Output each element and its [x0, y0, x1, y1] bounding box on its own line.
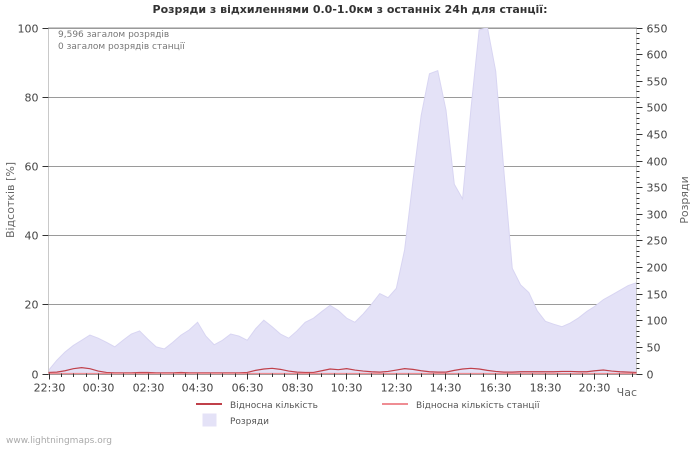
right-axis-tick-label: 350	[647, 182, 668, 195]
watermark: www.lightningmaps.org	[6, 436, 112, 446]
right-axis-tick-label: 400	[647, 156, 668, 169]
strokes-area-series	[48, 26, 637, 374]
relative-quantity-line	[48, 367, 637, 374]
x-axis-tick-label: 04:30	[182, 382, 214, 395]
right-axis-tick-label: 200	[647, 262, 668, 275]
right-axis-tick-label: 100	[647, 315, 668, 328]
x-axis-title: Час	[617, 386, 637, 399]
right-axis-tick-label: 650	[647, 23, 668, 36]
right-axis-title: Розряди	[678, 176, 691, 224]
left-axis-title: Відсотків [%]	[4, 162, 17, 238]
legend-label: Відносна кількість	[230, 401, 318, 411]
x-axis-tick-label: 00:30	[83, 382, 115, 395]
right-axis-tick-label: 600	[647, 49, 668, 62]
right-axis-tick-label: 500	[647, 102, 668, 115]
right-axis-tick-label: 450	[647, 129, 668, 142]
x-axis-tick-label: 02:30	[133, 382, 165, 395]
left-axis-tick-label: 40	[25, 230, 39, 243]
total-strokes-annotation: 9,596 загалом розрядів	[58, 30, 169, 40]
station-strokes-annotation: 0 загалом розрядів станції	[58, 42, 185, 52]
left-axis-tick-label: 100	[18, 23, 39, 36]
right-axis-tick-label: 50	[647, 342, 661, 355]
legend-area-swatch	[202, 413, 217, 427]
x-axis-tick-label: 14:30	[430, 382, 462, 395]
right-axis: 0 50 100 150 200 250 300 350 400 450 500 550 600 650	[636, 23, 668, 382]
x-axis-tick-label: 18:30	[530, 382, 562, 395]
x-axis-tick-label: 20:30	[579, 382, 611, 395]
left-axis-tick-label: 0	[32, 369, 39, 382]
legend-label: Розряди	[230, 417, 269, 427]
left-axis: 0 20 40 60 80 100	[18, 23, 49, 382]
x-axis-tick-label: 16:30	[480, 382, 512, 395]
x-axis-tick-label: 08:30	[282, 382, 314, 395]
page-title: Розряди з відхиленнями 0.0-1.0км з остан…	[153, 3, 548, 16]
right-axis-tick-label: 0	[647, 369, 654, 382]
right-axis-tick-label: 250	[647, 235, 668, 248]
gridlines	[48, 28, 637, 375]
x-axis-tick-label: 06:30	[232, 382, 264, 395]
right-axis-tick-label: 550	[647, 76, 668, 89]
left-axis-tick-label: 20	[25, 299, 39, 312]
legend-label: Відносна кількість станції	[416, 401, 540, 411]
right-axis-tick-label: 150	[647, 289, 668, 302]
chart-legend: Відносна кількість Відносна кількість ста…	[196, 401, 540, 427]
x-axis-tick-label: 10:30	[331, 382, 363, 395]
left-axis-tick-label: 60	[25, 161, 39, 174]
x-axis-tick-label: 12:30	[381, 382, 413, 395]
x-axis: 22:30 00:30 02:30 04:30 06:30 08:30 10:30 12:30…	[34, 373, 633, 395]
right-axis-tick-label: 300	[647, 209, 668, 222]
left-axis-tick-label: 80	[25, 92, 39, 105]
x-axis-tick-label: 22:30	[34, 382, 66, 395]
